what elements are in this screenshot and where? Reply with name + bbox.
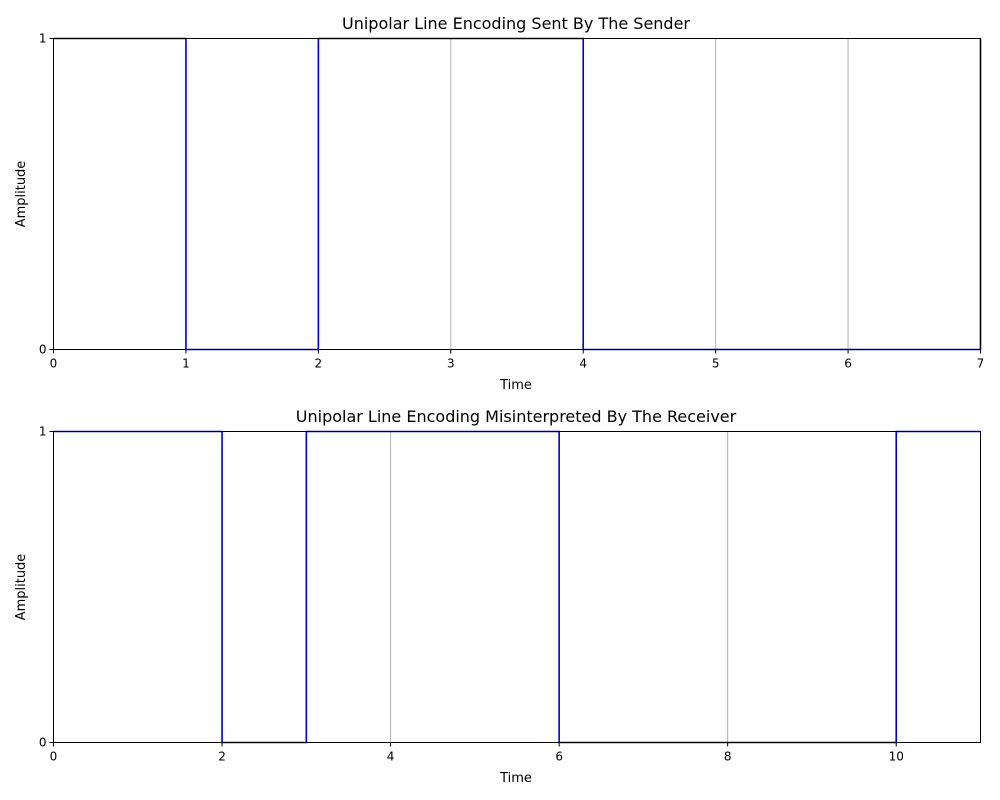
x-tick-label: 6: [844, 357, 852, 371]
x-tick-label: 2: [315, 357, 323, 371]
chart-sender: Unipolar Line Encoding Sent By The Sende…: [14, 14, 984, 393]
x-tick-label: 10: [889, 750, 904, 764]
x-tick-label: 0: [50, 750, 58, 764]
plot-frame: [53, 431, 981, 743]
x-axis-label: Time: [499, 378, 532, 393]
chart-receiver: Unipolar Line Encoding Misinterpreted By…: [14, 407, 981, 786]
x-tick-label: 4: [579, 357, 587, 371]
chart-title: Unipolar Line Encoding Sent By The Sende…: [342, 14, 690, 33]
y-axis-label: Amplitude: [14, 161, 29, 228]
plot-frame: [53, 38, 981, 350]
x-tick-label: 2: [218, 750, 226, 764]
x-tick-label: 1: [182, 357, 190, 371]
chart-title: Unipolar Line Encoding Misinterpreted By…: [296, 407, 737, 426]
y-tick-label: 0: [39, 343, 47, 357]
y-axis-label: Amplitude: [14, 554, 29, 621]
x-tick-label: 3: [447, 357, 455, 371]
tick-group: 0 1 2 3 4 5 6 7 0 1: [39, 32, 984, 371]
x-tick-label: 5: [712, 357, 720, 371]
x-tick-label: 4: [387, 750, 395, 764]
y-tick-label: 0: [39, 736, 47, 750]
y-tick-label: 1: [39, 32, 47, 46]
y-tick-label: 1: [39, 425, 47, 439]
x-tick-label: 0: [50, 357, 58, 371]
x-axis-label: Time: [499, 771, 532, 786]
x-tick-label: 6: [555, 750, 563, 764]
x-tick-label: 7: [977, 357, 985, 371]
x-tick-label: 8: [724, 750, 732, 764]
tick-group: 0 2 4 6 8 10 0 1: [39, 425, 904, 764]
